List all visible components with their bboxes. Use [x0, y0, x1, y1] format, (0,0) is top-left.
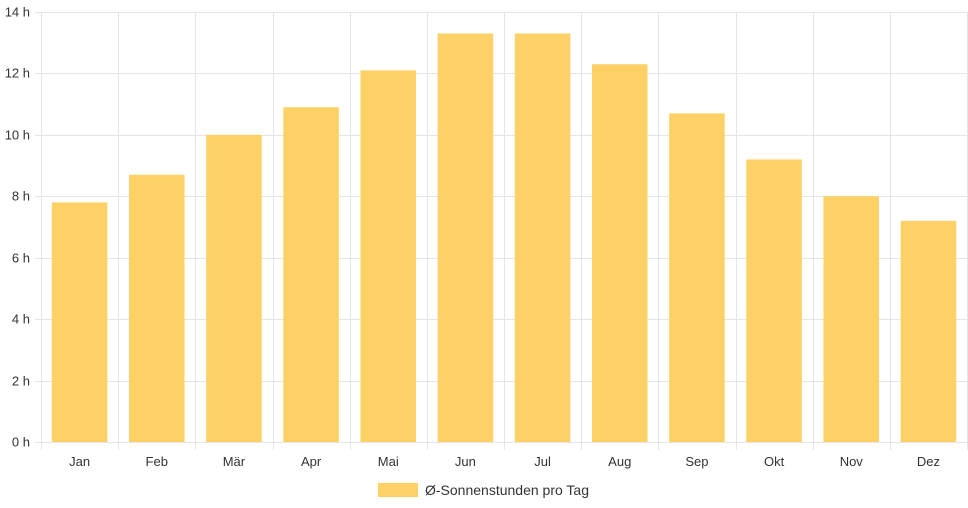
bar-nov[interactable]	[823, 196, 880, 442]
grid-lines	[35, 12, 968, 450]
y-tick-label: 8 h	[12, 189, 30, 204]
x-tick-label: Mai	[378, 454, 399, 469]
y-tick-label: 10 h	[5, 128, 30, 143]
x-tick-label: Nov	[840, 454, 864, 469]
x-tick-label: Jan	[69, 454, 90, 469]
y-tick-label: 6 h	[12, 251, 30, 266]
x-tick-label: Feb	[146, 454, 168, 469]
x-tick-label: Sep	[685, 454, 708, 469]
x-axis-tick-labels: Jan Feb Mär Apr Mai Jun Jul Aug Sep Okt Nov Dez	[69, 454, 940, 469]
bar-feb[interactable]	[128, 174, 185, 443]
legend-swatch	[378, 483, 418, 497]
y-axis-tick-labels: 0 h 2 h 4 h 6 h 8 h 10 h 12 h 14 h	[5, 5, 30, 450]
bar-apr[interactable]	[283, 107, 339, 442]
y-tick-label: 2 h	[12, 374, 30, 389]
x-tick-label: Dez	[917, 454, 940, 469]
y-tick-label: 4 h	[12, 312, 30, 327]
bar-okt[interactable]	[746, 159, 802, 442]
x-tick-label: Okt	[764, 454, 785, 469]
x-tick-label: Jul	[534, 454, 551, 469]
bar-mär[interactable]	[206, 134, 262, 442]
bar-jan[interactable]	[51, 202, 108, 442]
bar-jul[interactable]	[514, 33, 571, 443]
y-tick-label: 12 h	[5, 66, 30, 81]
bar-jun[interactable]	[437, 33, 494, 443]
x-tick-label: Apr	[301, 454, 322, 469]
y-tick-label: 14 h	[5, 5, 30, 20]
x-tick-label: Jun	[455, 454, 476, 469]
bar-aug[interactable]	[591, 64, 648, 442]
bar-sep[interactable]	[669, 113, 725, 442]
x-tick-label: Aug	[608, 454, 631, 469]
legend[interactable]: Ø-Sonnenstunden pro Tag	[378, 482, 589, 498]
bars	[51, 33, 957, 443]
bar-mai[interactable]	[360, 70, 417, 442]
legend-label: Ø-Sonnenstunden pro Tag	[425, 482, 589, 498]
bar-dez[interactable]	[900, 220, 957, 442]
y-tick-label: 0 h	[12, 435, 30, 450]
x-tick-label: Mär	[223, 454, 246, 469]
